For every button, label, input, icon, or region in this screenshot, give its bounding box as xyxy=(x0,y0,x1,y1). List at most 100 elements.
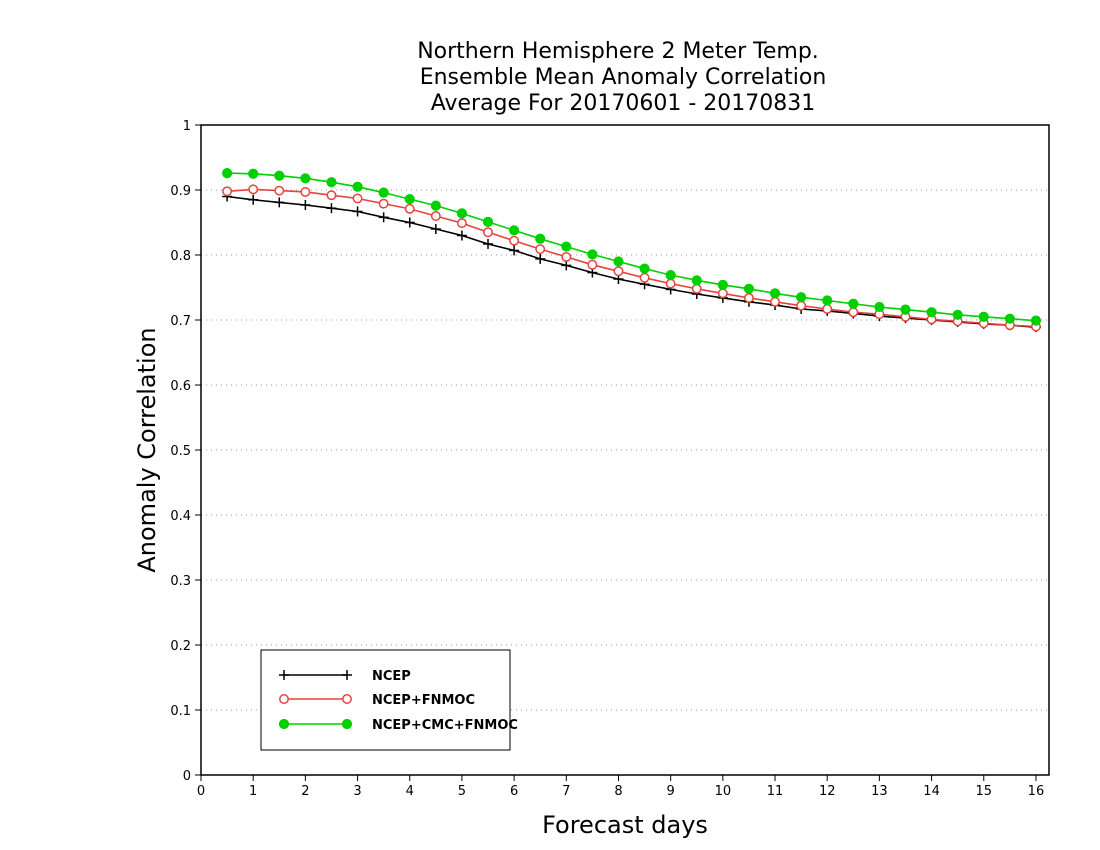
x-tick-label-7: 7 xyxy=(562,784,570,799)
point-ncep-cmc-fnmoc-2 xyxy=(274,170,285,181)
point-ncep-fnmoc-6 xyxy=(378,198,389,209)
legend-marker-end-ncep-cmc-fnmoc xyxy=(341,718,353,730)
y-tick-label-0: 0 xyxy=(183,769,191,784)
point-ncep-fnmoc-14 xyxy=(587,259,598,270)
x-axis-label: Forecast days xyxy=(542,811,708,839)
x-tick-label-13: 13 xyxy=(871,784,888,799)
point-ncep-10 xyxy=(483,238,494,249)
grid xyxy=(201,189,1049,711)
point-ncep-cmc-fnmoc-6 xyxy=(378,187,389,198)
point-ncep-6 xyxy=(378,212,389,223)
legend-marker-start-ncep xyxy=(279,670,289,680)
point-ncep-cmc-fnmoc-21 xyxy=(769,288,781,299)
y-tick-label-0.6: 0.6 xyxy=(170,379,191,394)
point-ncep-fnmoc-5 xyxy=(352,193,363,204)
point-ncep-cmc-fnmoc-0 xyxy=(221,168,233,179)
point-ncep-cmc-fnmoc-4 xyxy=(326,177,337,188)
title-line-1: Northern Hemisphere 2 Meter Temp. xyxy=(417,39,819,64)
point-ncep-cmc-fnmoc-25 xyxy=(874,301,885,313)
point-ncep-fnmoc-21 xyxy=(770,296,780,307)
legend-entry-ncep-cmc-fnmoc: NCEP+CMC+FNMOC xyxy=(278,718,518,733)
point-ncep-fnmoc-8 xyxy=(430,211,441,221)
legend-marker-start-ncep-cmc-fnmoc xyxy=(278,718,290,730)
x-tick-label-16: 16 xyxy=(1028,784,1045,799)
point-ncep-fnmoc-1 xyxy=(248,184,259,195)
x-tick-label-9: 9 xyxy=(667,784,675,799)
point-ncep-cmc-fnmoc-29 xyxy=(978,311,989,322)
point-ncep-fnmoc-4 xyxy=(326,190,337,201)
point-ncep-1 xyxy=(248,194,259,205)
point-ncep-cmc-fnmoc-1 xyxy=(248,168,259,179)
point-ncep-fnmoc-0 xyxy=(222,186,233,197)
legend: NCEP NCEP+FNMOC NCEP+CMC+FNMOC xyxy=(260,649,518,751)
point-ncep-cmc-fnmoc-14 xyxy=(587,249,598,260)
legend-label-ncep-fnmoc: NCEP+FNMOC xyxy=(372,693,475,708)
point-ncep-fnmoc-24 xyxy=(848,307,859,318)
point-ncep-fnmoc-15 xyxy=(613,266,624,277)
point-ncep-fnmoc-10 xyxy=(483,227,493,238)
series-line-ncep xyxy=(226,195,1037,328)
y-axis-label: Anomaly Correlation xyxy=(133,327,161,572)
point-ncep-11 xyxy=(509,245,520,256)
x-tick-label-3: 3 xyxy=(353,784,361,799)
point-ncep-fnmoc-11 xyxy=(509,235,520,246)
point-ncep-cmc-fnmoc-3 xyxy=(300,173,311,184)
point-ncep-cmc-fnmoc-26 xyxy=(900,304,911,315)
point-ncep-cmc-fnmoc-30 xyxy=(1004,313,1015,324)
point-ncep-cmc-fnmoc-18 xyxy=(691,275,702,286)
series xyxy=(221,168,1042,333)
point-ncep-cmc-fnmoc-11 xyxy=(509,225,520,236)
point-ncep-fnmoc-2 xyxy=(274,185,285,196)
legend-marker-end-ncep xyxy=(342,670,352,680)
legend-entry-ncep-fnmoc: NCEP+FNMOC xyxy=(279,693,475,708)
y-tick-label-0.9: 0.9 xyxy=(170,184,191,199)
point-ncep-cmc-fnmoc-16 xyxy=(639,263,650,274)
x-tick-label-11: 11 xyxy=(767,784,784,799)
y-tick-label-1: 1 xyxy=(183,119,191,134)
x-tick-label-1: 1 xyxy=(249,784,257,799)
point-ncep-cmc-fnmoc-7 xyxy=(404,194,415,205)
legend-box xyxy=(260,649,511,751)
point-ncep-cmc-fnmoc-23 xyxy=(822,295,833,306)
point-ncep-cmc-fnmoc-19 xyxy=(717,279,728,290)
point-ncep-3 xyxy=(300,199,311,210)
y-tick-label-0.8: 0.8 xyxy=(170,249,191,264)
point-ncep-4 xyxy=(326,203,337,214)
point-ncep-cmc-fnmoc-9 xyxy=(456,208,468,219)
point-ncep-cmc-fnmoc-13 xyxy=(561,241,572,252)
point-ncep-fnmoc-17 xyxy=(665,278,676,289)
x-tick-label-4: 4 xyxy=(406,784,414,799)
point-ncep-5 xyxy=(352,206,363,217)
x-tick-label-0: 0 xyxy=(197,784,205,799)
title-line-3: Average For 20170601 - 20170831 xyxy=(431,91,816,116)
x-tick-label-14: 14 xyxy=(923,784,940,799)
point-ncep-12 xyxy=(535,253,546,264)
point-ncep-fnmoc-16 xyxy=(639,272,650,283)
point-ncep-fnmoc-3 xyxy=(300,187,311,197)
y-tick-label-0.2: 0.2 xyxy=(170,639,191,654)
x-tick-label-10: 10 xyxy=(715,784,732,799)
legend-entry-ncep: NCEP xyxy=(279,669,411,684)
point-ncep-cmc-fnmoc-24 xyxy=(848,298,859,309)
point-ncep-fnmoc-13 xyxy=(561,252,572,262)
legend-marker-end-ncep-fnmoc xyxy=(342,694,352,704)
point-ncep-fnmoc-20 xyxy=(743,292,754,303)
point-ncep-13 xyxy=(561,260,572,271)
point-ncep-cmc-fnmoc-20 xyxy=(743,283,755,294)
point-ncep-fnmoc-12 xyxy=(535,244,546,255)
point-ncep-7 xyxy=(404,217,415,228)
x-tick-label-12: 12 xyxy=(819,784,836,799)
x-tick-label-2: 2 xyxy=(301,784,309,799)
y-tick-label-0.5: 0.5 xyxy=(170,444,191,459)
point-ncep-cmc-fnmoc-31 xyxy=(1030,315,1042,326)
axis-ticks: 00.10.20.30.40.50.60.70.80.910 1 2 3 4 5 6 7 8 9 1… xyxy=(170,119,1044,799)
point-ncep-8 xyxy=(430,224,441,234)
y-tick-label-0.1: 0.1 xyxy=(170,704,191,719)
point-ncep-cmc-fnmoc-8 xyxy=(430,200,441,211)
point-ncep-cmc-fnmoc-22 xyxy=(796,292,807,303)
series-line-ncep-cmc-fnmoc xyxy=(227,172,1037,322)
y-tick-label-0.7: 0.7 xyxy=(170,314,191,329)
point-ncep-cmc-fnmoc-5 xyxy=(352,181,363,192)
y-tick-label-0.3: 0.3 xyxy=(170,574,191,589)
x-tick-label-5: 5 xyxy=(458,784,466,799)
